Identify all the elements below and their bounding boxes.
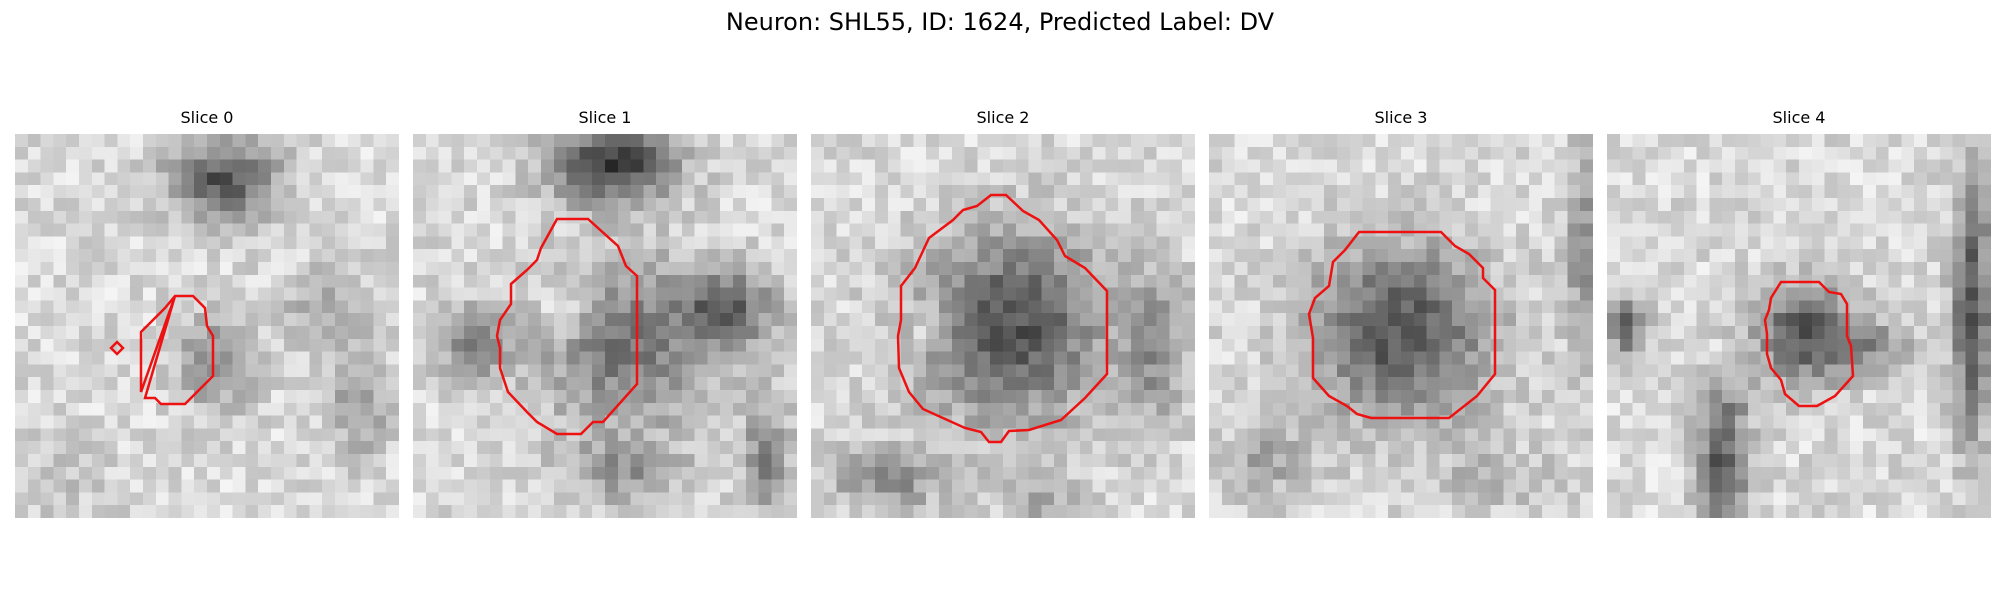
slice-title: Slice 1: [578, 108, 632, 127]
roi-contour: [109, 340, 125, 356]
roi-contour-overlay: [495, 217, 639, 436]
roi-contour: [1763, 280, 1855, 408]
slice-title: Slice 3: [1374, 108, 1428, 127]
roi-contour-overlay: [109, 294, 215, 406]
figure-title: Neuron: SHL55, ID: 1624, Predicted Label…: [725, 8, 1275, 36]
slice-panel-4: Slice 4: [1607, 106, 1991, 522]
roi-contour: [896, 193, 1109, 444]
slice-image: [413, 134, 797, 518]
slice-image: [1607, 134, 1991, 518]
roi-contour-overlay: [1763, 280, 1855, 408]
slice-panel-3: Slice 3: [1209, 106, 1593, 522]
slice-panel-2: Slice 2: [811, 106, 1195, 522]
slice-panel-0: Slice 0: [15, 106, 399, 522]
roi-contour-overlay: [896, 193, 1109, 444]
slice-title: Slice 4: [1772, 108, 1826, 127]
roi-contour: [495, 217, 639, 436]
slice-image: [811, 134, 1195, 518]
roi-contour: [139, 294, 215, 406]
roi-contour: [1307, 230, 1497, 420]
roi-contour-overlay: [1307, 230, 1497, 420]
slice-title: Slice 0: [180, 108, 234, 127]
slice-title: Slice 2: [976, 108, 1030, 127]
slice-image: [1209, 134, 1593, 518]
slice-panel-1: Slice 1: [413, 106, 797, 522]
